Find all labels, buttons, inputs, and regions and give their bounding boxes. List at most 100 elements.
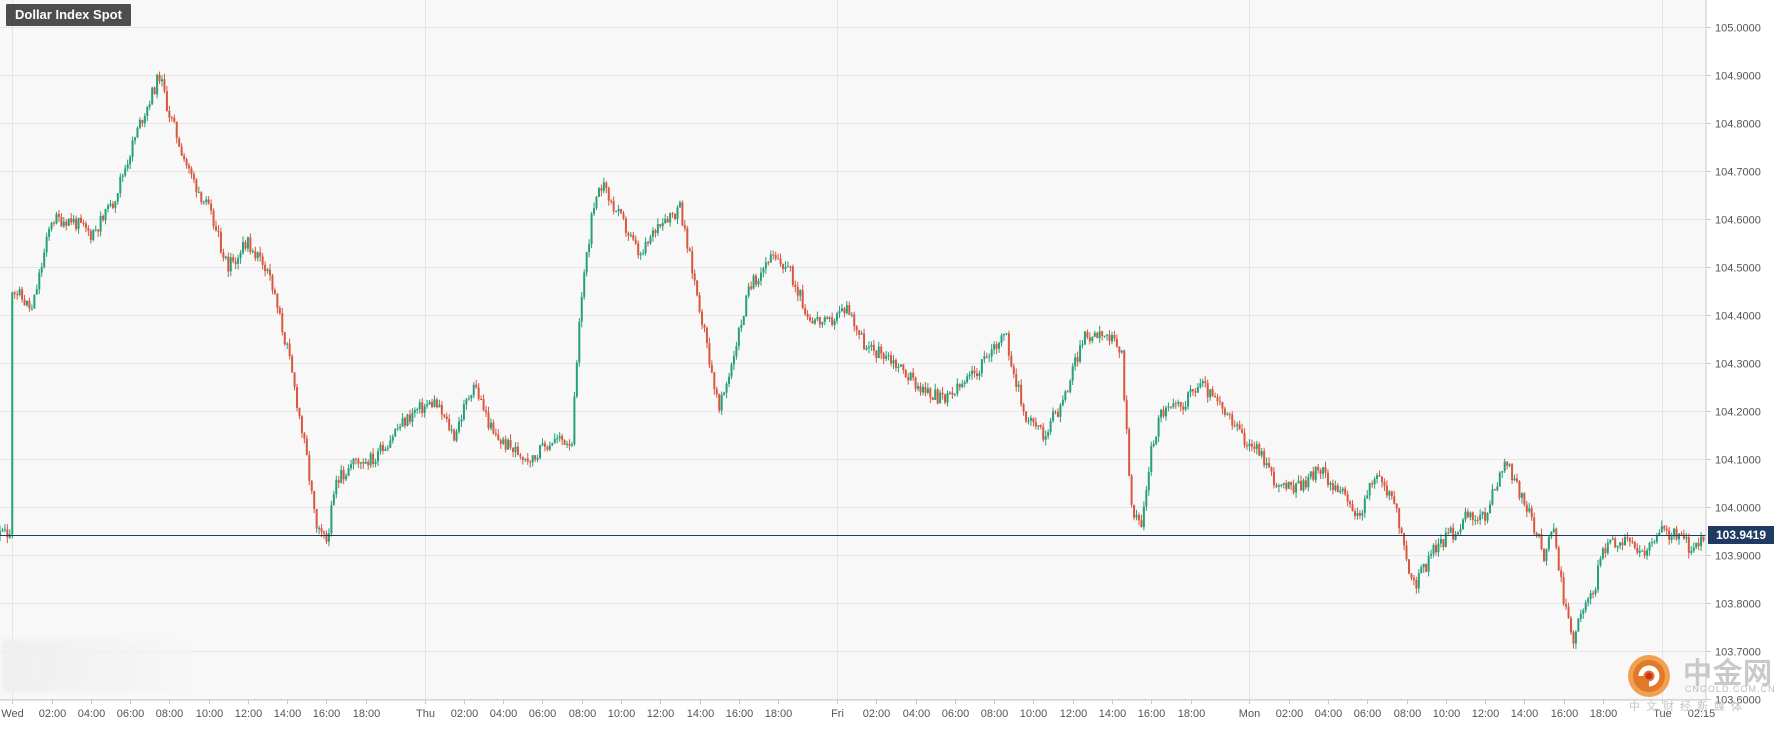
- candle-body: [173, 117, 176, 122]
- candle-body: [917, 386, 920, 389]
- candle-body: [215, 226, 218, 231]
- candle-body: [487, 412, 490, 429]
- candle-body: [975, 373, 978, 377]
- candle-body: [885, 355, 888, 359]
- y-tick-label: 104.6000: [1715, 215, 1761, 227]
- candle-body: [131, 140, 134, 157]
- candle-body: [909, 372, 912, 381]
- candle-body: [389, 440, 392, 448]
- candle-body: [1336, 485, 1339, 493]
- candle-body: [1562, 576, 1565, 605]
- candle-body: [1120, 350, 1123, 353]
- candle-body: [188, 165, 191, 169]
- candle-body: [499, 440, 502, 444]
- candle-body: [1108, 334, 1111, 342]
- candle-body: [782, 264, 785, 269]
- candle-body: [1452, 527, 1455, 540]
- candle-body: [104, 209, 107, 221]
- candle-body: [796, 287, 799, 296]
- candle-body: [583, 272, 586, 297]
- candle-body: [271, 275, 274, 291]
- candle-body: [296, 387, 299, 408]
- blurred-region: [2, 640, 192, 692]
- candle-body: [875, 350, 878, 359]
- candle-body: [1393, 496, 1396, 504]
- candle-body: [516, 446, 519, 456]
- watermark-slogan: 中文财经新媒体: [1629, 700, 1748, 713]
- candle-body: [300, 416, 303, 434]
- candle-body: [828, 317, 831, 319]
- candle-body: [458, 421, 461, 432]
- candle-body: [995, 344, 998, 349]
- x-tick-label: 14:00: [1099, 708, 1127, 720]
- candle-body: [519, 455, 522, 457]
- candle-body: [1184, 406, 1187, 410]
- candle-body: [261, 256, 264, 265]
- candle-body: [907, 377, 910, 381]
- x-tick-label: 06:00: [529, 708, 557, 720]
- candle-body: [1496, 486, 1499, 491]
- candle-body: [1432, 545, 1435, 554]
- candle-body: [1012, 366, 1015, 375]
- candle-body: [897, 366, 900, 368]
- candle-body: [703, 324, 706, 328]
- candle-body: [379, 444, 382, 452]
- candle-body: [659, 223, 662, 227]
- candle-body: [1523, 493, 1526, 505]
- candle-body: [1484, 512, 1487, 521]
- candle-body: [305, 438, 308, 456]
- candle-body: [1002, 334, 1005, 336]
- candle-body: [205, 199, 208, 202]
- candle-body: [573, 396, 576, 445]
- candle-body: [789, 266, 792, 268]
- candle-body: [713, 372, 716, 390]
- candle-body: [143, 116, 146, 124]
- candle-body: [1304, 480, 1307, 488]
- candle-body: [1248, 443, 1251, 447]
- candle-body: [416, 408, 419, 411]
- candle-body: [610, 200, 613, 202]
- candle-body: [369, 453, 372, 466]
- candle-body: [357, 459, 360, 464]
- candle-body: [53, 222, 56, 224]
- x-axis-labels: Wed 02:00 04:00 06:00 08:00 10:00 12:00 14:00 16…: [1, 700, 1715, 720]
- candle-body: [990, 349, 993, 357]
- x-tick-label: 12:00: [1060, 708, 1088, 720]
- candle-body: [1530, 508, 1533, 518]
- candle-body: [327, 533, 330, 542]
- candle-body: [111, 203, 114, 208]
- candle-body: [1641, 550, 1644, 552]
- candle-body: [1106, 334, 1109, 336]
- candle-body: [3, 529, 6, 531]
- candle-body: [1371, 483, 1374, 485]
- candle-body: [141, 119, 144, 124]
- x-tick-label: 14:00: [1511, 708, 1539, 720]
- candle-body: [350, 464, 353, 469]
- x-tick-label: 06:00: [117, 708, 145, 720]
- candle-body: [288, 343, 291, 357]
- candle-body: [107, 205, 110, 210]
- candle-body: [1648, 543, 1651, 551]
- candle-body: [1506, 461, 1509, 466]
- candle-body: [1088, 337, 1091, 342]
- candle-body: [1297, 480, 1300, 484]
- candle-body: [77, 217, 80, 229]
- candle-body: [1626, 537, 1629, 539]
- candle-body: [1182, 406, 1185, 410]
- candle-body: [543, 443, 546, 447]
- candle-body: [197, 192, 200, 194]
- candle-body: [1447, 532, 1450, 534]
- candle-body: [1000, 335, 1003, 343]
- candle-body: [266, 269, 269, 272]
- candle-body: [62, 221, 65, 227]
- x-tick-label: 10:00: [1433, 708, 1461, 720]
- candle-body: [337, 480, 340, 483]
- candle-body: [1577, 618, 1580, 632]
- candle-body: [855, 326, 858, 331]
- candle-body: [180, 146, 183, 156]
- candle-body: [367, 461, 370, 466]
- candle-body: [1670, 536, 1673, 540]
- candle-body: [1400, 528, 1403, 533]
- candle-body: [998, 342, 1001, 349]
- candle-body: [1469, 512, 1472, 518]
